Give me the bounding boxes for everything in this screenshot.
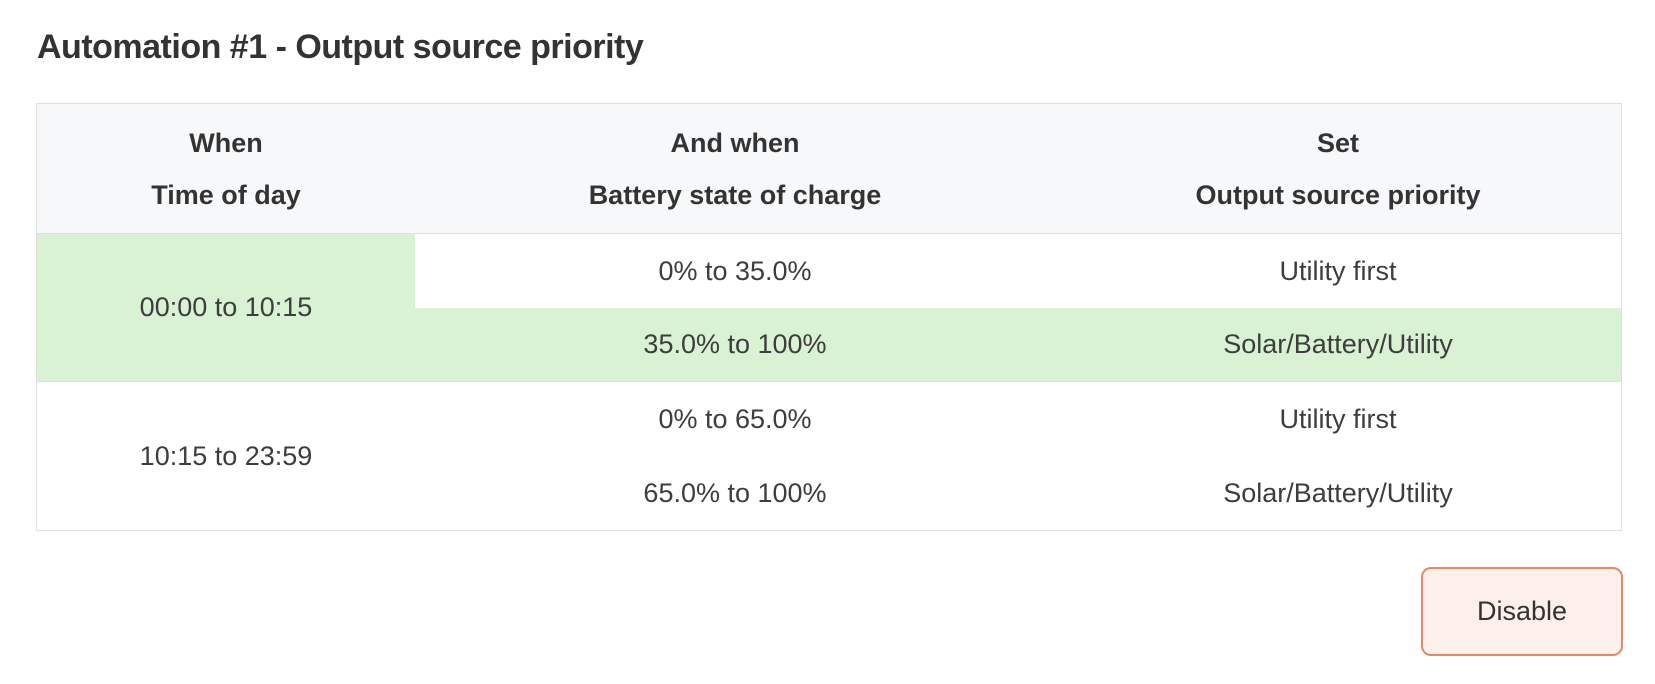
- column-condition-label: When: [189, 127, 263, 158]
- table-header-row: When Time of day And when Battery state …: [37, 104, 1621, 234]
- column-condition-label: Set: [1316, 127, 1360, 158]
- column-name-label: Battery state of charge: [588, 179, 882, 210]
- priority-cell: Solar/Battery/Utility: [1055, 308, 1621, 382]
- column-condition-label: And when: [670, 127, 800, 158]
- time-range-cell: 00:00 to 10:15: [37, 234, 415, 382]
- column-name-label: Time of day: [151, 179, 301, 210]
- disable-automation-button[interactable]: Disable: [1421, 567, 1623, 656]
- priority-cell: Utility first: [1055, 382, 1621, 456]
- priority-cell: Solar/Battery/Utility: [1055, 456, 1621, 530]
- time-range-cell: 10:15 to 23:59: [37, 382, 415, 530]
- column-name-label: Output source priority: [1195, 179, 1481, 210]
- page-title: Automation #1 - Output source priority: [37, 28, 644, 66]
- soc-range-cell: 0% to 65.0%: [415, 382, 1055, 456]
- soc-range-cell: 0% to 35.0%: [415, 234, 1055, 308]
- soc-range-cell: 35.0% to 100%: [415, 308, 1055, 382]
- priority-cell: Utility first: [1055, 234, 1621, 308]
- table-body: 00:00 to 10:15 0% to 35.0% Utility first…: [37, 234, 1621, 530]
- soc-range-cell: 65.0% to 100%: [415, 456, 1055, 530]
- automation-rules-table: When Time of day And when Battery state …: [36, 103, 1622, 531]
- column-header-output-priority: Set Output source priority: [1055, 104, 1621, 233]
- column-header-time-of-day: When Time of day: [37, 104, 415, 233]
- column-header-battery-soc: And when Battery state of charge: [415, 104, 1055, 233]
